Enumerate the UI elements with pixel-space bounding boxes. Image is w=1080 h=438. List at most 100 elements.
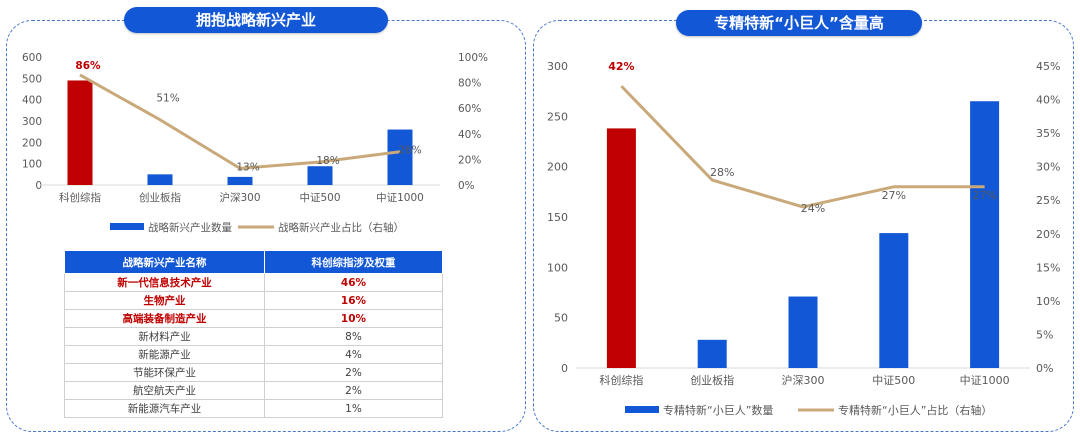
industry-name-cell: 新材料产业 bbox=[64, 327, 265, 346]
y-left-tick-label: 200 bbox=[547, 161, 568, 174]
category-label: 中证500 bbox=[299, 191, 340, 204]
left-panel-title: 拥抱战略新兴产业 bbox=[124, 7, 388, 33]
y-right-tick-label: 45% bbox=[1036, 60, 1060, 73]
bar bbox=[788, 296, 818, 368]
y-left-tick-label: 100 bbox=[22, 159, 42, 171]
bar bbox=[697, 339, 727, 368]
y-right-tick-label: 20% bbox=[1036, 228, 1060, 241]
industry-weight-cell: 8% bbox=[263, 327, 444, 346]
bar bbox=[879, 233, 909, 368]
industry-weight-table: 战略新兴产业名称 科创综指涉及权重 新一代信息技术产业 46% 生物产业 16% 高端装… bbox=[64, 250, 444, 418]
line-data-label: 42% bbox=[608, 60, 634, 73]
industry-weight-cell: 1% bbox=[263, 399, 444, 418]
y-left-tick-label: 250 bbox=[547, 110, 568, 123]
y-right-tick-label: 40% bbox=[458, 129, 481, 141]
industry-name-cell: 节能环保产业 bbox=[64, 363, 265, 382]
bar bbox=[387, 129, 413, 185]
y-right-tick-label: 15% bbox=[1036, 261, 1060, 274]
y-right-tick-label: 5% bbox=[1036, 328, 1053, 341]
y-right-tick-label: 0% bbox=[1036, 362, 1053, 375]
y-right-tick-label: 100% bbox=[458, 52, 488, 64]
industry-weight-cell: 2% bbox=[263, 363, 444, 382]
table-row: 生物产业 16% bbox=[64, 291, 444, 310]
line-data-label: 51% bbox=[156, 93, 179, 105]
industry-name-cell: 高端装备制造产业 bbox=[64, 309, 265, 328]
table-row: 新能源产业 4% bbox=[64, 345, 444, 364]
industry-weight-cell: 4% bbox=[263, 345, 444, 364]
category-label: 中证1000 bbox=[376, 191, 424, 204]
y-left-tick-label: 50 bbox=[554, 312, 568, 325]
y-right-tick-label: 80% bbox=[458, 78, 481, 90]
right-panel-title: 专精特新“小巨人”含量高 bbox=[676, 10, 922, 36]
category-label: 沪深300 bbox=[782, 373, 825, 387]
industry-weight-cell: 46% bbox=[263, 273, 444, 292]
y-right-tick-label: 60% bbox=[458, 103, 481, 115]
bar bbox=[307, 166, 333, 185]
table-row: 航空航天产业 2% bbox=[64, 381, 444, 400]
y-right-tick-label: 10% bbox=[1036, 295, 1060, 308]
table-row: 高端装备制造产业 10% bbox=[64, 309, 444, 328]
category-label: 创业板指 bbox=[139, 191, 181, 204]
category-label: 沪深300 bbox=[219, 191, 260, 204]
table-header-row: 战略新兴产业名称 科创综指涉及权重 bbox=[64, 250, 444, 274]
y-right-tick-label: 35% bbox=[1036, 127, 1060, 140]
line-data-label: 86% bbox=[75, 60, 101, 72]
legend-bar-label: 专精特新“小巨人”数量 bbox=[663, 403, 773, 417]
y-right-tick-label: 30% bbox=[1036, 161, 1060, 174]
y-left-tick-label: 200 bbox=[22, 137, 42, 149]
category-label: 中证1000 bbox=[960, 374, 1010, 387]
industry-name-cell: 新能源产业 bbox=[64, 345, 265, 364]
industry-weight-cell: 16% bbox=[263, 291, 444, 310]
y-left-tick-label: 300 bbox=[22, 116, 42, 128]
y-right-tick-label: 25% bbox=[1036, 194, 1060, 207]
legend-bar-swatch bbox=[110, 223, 144, 230]
y-left-tick-label: 500 bbox=[22, 73, 42, 85]
y-left-tick-label: 400 bbox=[22, 95, 42, 107]
y-left-tick-label: 0 bbox=[561, 362, 568, 375]
industry-name-cell: 新能源汽车产业 bbox=[64, 399, 265, 418]
industry-weight-cell: 10% bbox=[263, 309, 444, 328]
industry-name-cell: 生物产业 bbox=[64, 291, 265, 310]
bar bbox=[147, 174, 173, 185]
y-left-tick-label: 600 bbox=[22, 52, 42, 64]
line-data-label: 18% bbox=[316, 155, 339, 167]
y-left-tick-label: 0 bbox=[35, 180, 42, 192]
legend-line-label: 专精特新“小巨人”占比（右轴） bbox=[838, 403, 992, 417]
table-row: 新材料产业 8% bbox=[64, 327, 444, 346]
line-data-label: 27% bbox=[972, 189, 996, 202]
table-header-industry: 战略新兴产业名称 bbox=[64, 250, 265, 274]
line-data-label: 27% bbox=[882, 189, 906, 202]
line-data-label: 26% bbox=[398, 145, 421, 157]
bar bbox=[67, 80, 93, 185]
bar bbox=[606, 128, 636, 368]
y-left-tick-label: 300 bbox=[547, 60, 568, 73]
y-right-tick-label: 0% bbox=[458, 180, 475, 192]
legend-bar-label: 战略新兴产业数量 bbox=[148, 221, 232, 234]
line-data-label: 13% bbox=[236, 161, 259, 173]
legend-line-label: 战略新兴产业占比（右轴） bbox=[278, 221, 404, 234]
table-body: 新一代信息技术产业 46% 生物产业 16% 高端装备制造产业 10% 新材料产业 8% 新能源… bbox=[64, 273, 444, 418]
y-right-tick-label: 20% bbox=[458, 154, 481, 166]
y-left-tick-label: 100 bbox=[547, 261, 568, 274]
bar bbox=[227, 176, 253, 185]
industry-name-cell: 新一代信息技术产业 bbox=[64, 273, 265, 292]
legend-bar-swatch bbox=[625, 406, 659, 413]
table-row: 新能源汽车产业 1% bbox=[64, 399, 444, 418]
line-data-label: 28% bbox=[710, 166, 734, 179]
y-right-tick-label: 40% bbox=[1036, 94, 1060, 107]
line-data-label: 24% bbox=[801, 202, 825, 215]
table-row: 节能环保产业 2% bbox=[64, 363, 444, 382]
table-row: 新一代信息技术产业 46% bbox=[64, 273, 444, 292]
ratio-line bbox=[620, 85, 985, 209]
ratio-line bbox=[79, 73, 401, 170]
table-header-weight: 科创综指涉及权重 bbox=[263, 250, 444, 274]
y-left-tick-label: 150 bbox=[547, 211, 568, 224]
industry-weight-cell: 2% bbox=[263, 381, 444, 400]
bar bbox=[970, 101, 1000, 368]
category-label: 创业板指 bbox=[690, 373, 734, 387]
category-label: 科创综指 bbox=[59, 191, 101, 204]
industry-name-cell: 航空航天产业 bbox=[64, 381, 265, 400]
category-label: 科创综指 bbox=[599, 373, 643, 387]
